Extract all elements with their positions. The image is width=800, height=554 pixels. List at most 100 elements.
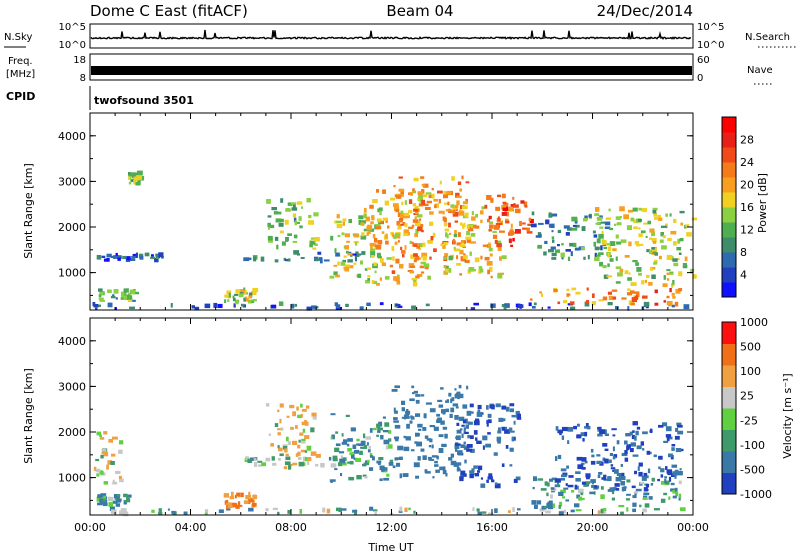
- velocity-echo-cell: [632, 430, 635, 433]
- power-echo-cell: [641, 280, 645, 285]
- velocity-echo-cell: [385, 445, 389, 450]
- velocity-echo-cell: [671, 464, 678, 468]
- velocity-echo-cell: [469, 474, 474, 479]
- velocity-echo-cell: [422, 427, 427, 431]
- velocity-echo-cell: [101, 451, 104, 455]
- velocity-echo-cell: [116, 494, 121, 497]
- velocity-echo-cell: [463, 473, 467, 477]
- velocity-echo-cell: [404, 507, 408, 512]
- power-echo-cell: [551, 213, 558, 217]
- velocity-echo-cell: [546, 492, 549, 497]
- power-echo-cell: [600, 221, 606, 224]
- velocity-echo-cell: [580, 497, 585, 501]
- velocity-echo-cell: [384, 422, 390, 427]
- power-echo-cell: [581, 226, 586, 231]
- power-echo-cell: [452, 238, 455, 244]
- power-echo-cell: [466, 259, 470, 264]
- power-echo-cell: [674, 301, 679, 307]
- velocity-echo-cell: [373, 509, 378, 512]
- power-echo-cell: [130, 289, 136, 295]
- velocity-echo-cell: [547, 504, 554, 510]
- power-echo-cell: [492, 230, 497, 233]
- power-echo-cell: [635, 295, 638, 300]
- power-echo-cell: [673, 241, 677, 246]
- power-echo-cell: [452, 209, 456, 215]
- power-echo-cell: [170, 303, 173, 308]
- velocity-echo-cell: [634, 470, 637, 475]
- velocity-echo-cell: [431, 455, 438, 458]
- velocity-echo-cell: [539, 508, 545, 512]
- power-echo-cell: [595, 222, 601, 225]
- power-echo-cell: [600, 245, 603, 251]
- power-echo-cell: [628, 272, 631, 275]
- colorbar-frame: [721, 116, 737, 298]
- velocity-echo-cell: [642, 431, 648, 435]
- velocity-echo-cell: [431, 444, 434, 449]
- power-echo-cell: [646, 274, 650, 278]
- power-echo-cell: [95, 307, 98, 311]
- power-echo-cell: [567, 256, 571, 261]
- power-echo-cell: [520, 200, 525, 204]
- power-echo-cell: [548, 249, 554, 253]
- velocity-echo-cell: [391, 389, 398, 392]
- power-echo-cell: [98, 288, 103, 292]
- power-echo-cell: [313, 212, 319, 217]
- velocity-echo-cell: [611, 497, 615, 501]
- power-echo-cell: [133, 291, 139, 295]
- power-echo-cell: [607, 291, 612, 295]
- velocity-echo-cell: [429, 408, 436, 413]
- power-echo-cell: [136, 175, 142, 180]
- power-echo-cell: [390, 231, 394, 235]
- power-echo-cell: [470, 233, 476, 237]
- velocity-echo-cell: [388, 438, 392, 442]
- power-echo-cell: [595, 207, 600, 212]
- power-echo-cell: [584, 215, 588, 220]
- velocity-echo-cell: [630, 448, 634, 453]
- power-echo-cell: [490, 303, 496, 308]
- velocity-echo-cell: [628, 444, 631, 447]
- power-echo-cell: [401, 201, 404, 206]
- velocity-echo-cell: [413, 510, 416, 514]
- power-echo-cell: [418, 218, 422, 221]
- power-echo-cell: [431, 188, 434, 191]
- velocity-echo-cell: [437, 399, 443, 402]
- velocity-echo-cell: [675, 448, 682, 453]
- velocity-echo-cell: [171, 510, 176, 514]
- power-echo-cell: [294, 303, 298, 307]
- power-echo-cell: [386, 257, 392, 260]
- power-echo-cell: [370, 251, 376, 257]
- power-echo-cell: [413, 280, 417, 283]
- power-echo-cell: [408, 199, 413, 204]
- velocity-echo-cell: [280, 427, 284, 431]
- velocity-echo-cell: [226, 504, 229, 509]
- power-echo-cell: [593, 234, 598, 238]
- velocity-echo-cell: [240, 492, 244, 498]
- velocity-echo-cell: [422, 455, 427, 460]
- velocity-echo-cell: [112, 479, 115, 483]
- power-echo-cell: [596, 238, 601, 244]
- velocity-echo-cell: [329, 479, 336, 482]
- power-echo-cell: [690, 268, 695, 273]
- power-echo-cell: [410, 191, 413, 196]
- power-echo-cell: [445, 268, 451, 273]
- velocity-echo-cell: [558, 491, 564, 496]
- power-echo-cell: [402, 253, 405, 258]
- velocity-echo-cell: [296, 406, 299, 411]
- velocity-echo-cell: [301, 421, 306, 426]
- power-echo-cell: [642, 295, 648, 299]
- power-echo-cell: [426, 200, 432, 204]
- velocity-echo-cell: [631, 485, 636, 489]
- power-echo-cell: [464, 212, 469, 218]
- power-echo-cell: [373, 237, 378, 243]
- velocity-echo-cell: [111, 436, 118, 440]
- power-echo-cell: [348, 219, 352, 224]
- power-echo-cell: [428, 194, 433, 199]
- power-echo-cell: [130, 258, 136, 261]
- velocity-echo-cell: [444, 433, 448, 439]
- velocity-echo-cell: [388, 462, 394, 466]
- velocity-echo-cell: [464, 459, 467, 464]
- power-echo-cell: [452, 206, 459, 210]
- velocity-echo-cell: [341, 508, 347, 511]
- power-echo-cell: [487, 218, 490, 223]
- power-echo-cell: [232, 295, 235, 299]
